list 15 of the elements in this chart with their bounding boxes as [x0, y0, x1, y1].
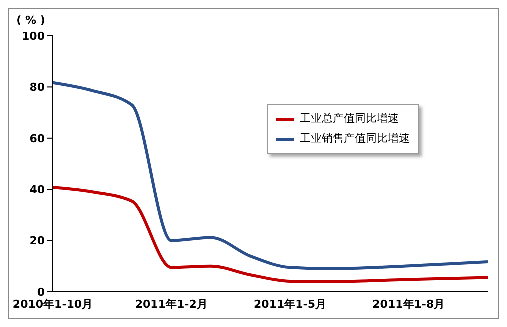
y-axis-title: ( % ) — [16, 14, 46, 27]
x-tick-label: 2011年1-8月 — [372, 298, 446, 311]
legend-label: 工业总产值同比增速 — [300, 111, 399, 127]
x-tick-label: 2011年1-2月 — [135, 298, 208, 311]
x-tick-label: 2011年1-5月 — [254, 298, 327, 311]
y-tick-label: 20 — [30, 234, 46, 248]
y-tick-label: 0 — [37, 286, 46, 299]
y-tick-label: 60 — [30, 132, 46, 146]
legend-label: 工业销售产值同比增速 — [300, 131, 410, 147]
line-series — [52, 81, 490, 270]
line-series — [52, 186, 490, 284]
x-tick-label: 2010年1-10月 — [12, 298, 94, 311]
y-tick-label: 100 — [22, 30, 46, 43]
y-tick-label: 40 — [30, 184, 46, 197]
y-tick-label: 80 — [30, 81, 46, 94]
